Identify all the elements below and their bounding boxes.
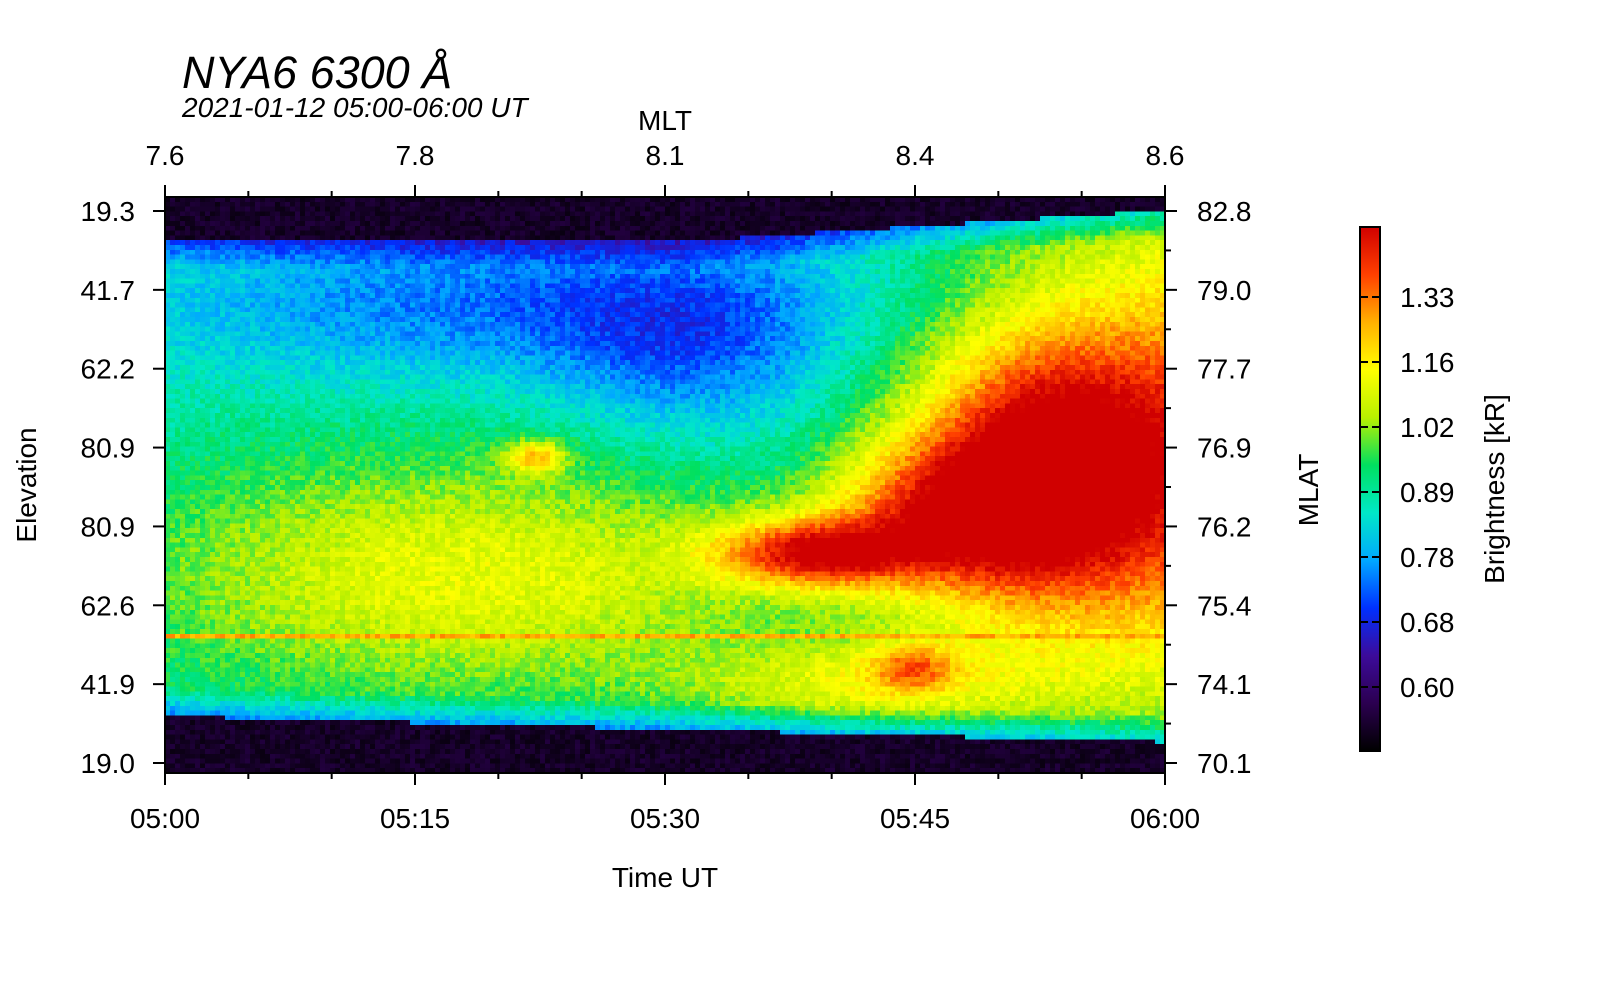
top-tick-label: 7.8 bbox=[396, 140, 435, 171]
colorbar-tick-label: 1.16 bbox=[1400, 347, 1455, 378]
y-right-tick-label: 76.2 bbox=[1197, 511, 1252, 542]
y-left-tick-label: 62.6 bbox=[81, 590, 136, 621]
top-tick-label: 8.4 bbox=[896, 140, 935, 171]
y-axis-title: Elevation bbox=[11, 427, 42, 542]
y-left-tick-label: 41.9 bbox=[81, 669, 136, 700]
top-axis-title: MLT bbox=[638, 105, 692, 136]
x-tick-label: 05:00 bbox=[130, 803, 200, 834]
left-axis: 19.3 41.7 62.2 80.9 80.9 62.6 41.9 19.0 bbox=[81, 196, 165, 779]
heatmap bbox=[165, 197, 1165, 773]
y-right-tick-label: 77.7 bbox=[1197, 354, 1252, 385]
colorbar bbox=[1359, 226, 1381, 752]
colorbar-label: Brightness [kR] bbox=[1479, 394, 1510, 584]
y-right-tick-label: 75.4 bbox=[1197, 590, 1252, 621]
colorbar-tick-label: 0.89 bbox=[1400, 477, 1455, 508]
right-axis: 82.8 79.0 77.7 76.9 76.2 75.4 74.1 70.1 bbox=[1165, 196, 1252, 779]
x-tick-label: 05:30 bbox=[630, 803, 700, 834]
x-tick-label: 06:00 bbox=[1130, 803, 1200, 834]
chart-title: NYA6 6300 Å bbox=[182, 47, 452, 98]
y-left-tick-label: 80.9 bbox=[81, 433, 136, 464]
heatmap-image bbox=[165, 197, 1165, 773]
y-right-tick-label: 82.8 bbox=[1197, 196, 1252, 227]
colorbar-tick-label: 1.02 bbox=[1400, 412, 1455, 443]
colorbar-tick-label: 1.33 bbox=[1400, 282, 1455, 313]
y-left-tick-label: 80.9 bbox=[81, 511, 136, 542]
colorbar-ticks: 1.33 1.16 1.02 0.89 0.78 0.68 0.60 bbox=[1360, 282, 1455, 703]
y-right-tick-label: 70.1 bbox=[1197, 748, 1252, 779]
colorbar-tick-label: 0.78 bbox=[1400, 542, 1455, 573]
y-right-tick-label: 76.9 bbox=[1197, 433, 1252, 464]
x-axis-title: Time UT bbox=[612, 862, 718, 893]
y-left-tick-label: 19.0 bbox=[81, 748, 136, 779]
y-left-tick-label: 62.2 bbox=[81, 354, 136, 385]
colorbar-tick-label: 0.60 bbox=[1400, 672, 1455, 703]
chart-subtitle: 2021-01-12 05:00-06:00 UT bbox=[181, 92, 529, 123]
x-tick-label: 05:45 bbox=[880, 803, 950, 834]
y-right-tick-label: 74.1 bbox=[1197, 669, 1252, 700]
x-tick-label: 05:15 bbox=[380, 803, 450, 834]
top-axis: 7.6 7.8 8.1 8.4 8.6 bbox=[146, 140, 1185, 197]
y-right-tick-label: 79.0 bbox=[1197, 275, 1252, 306]
y-left-tick-label: 41.7 bbox=[81, 275, 136, 306]
top-tick-label: 8.1 bbox=[646, 140, 685, 171]
right-axis-title: MLAT bbox=[1293, 454, 1324, 527]
colorbar-tick-label: 0.68 bbox=[1400, 607, 1455, 638]
top-tick-label: 7.6 bbox=[146, 140, 185, 171]
bottom-axis: 05:00 05:15 05:30 05:45 06:00 bbox=[130, 773, 1200, 834]
y-left-tick-label: 19.3 bbox=[81, 196, 136, 227]
top-tick-label: 8.6 bbox=[1146, 140, 1185, 171]
